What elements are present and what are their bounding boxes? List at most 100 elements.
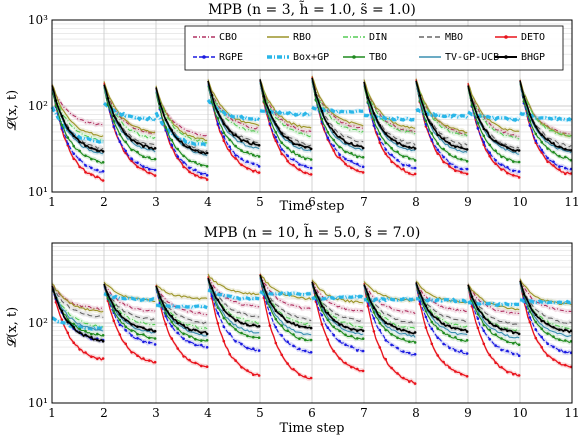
- confidence-band: [312, 279, 364, 324]
- legend-label: Box+GP: [293, 52, 329, 63]
- x-tick-label: 10: [512, 195, 527, 209]
- legend-label: DIN: [369, 32, 387, 43]
- data-point: [488, 151, 492, 154]
- y-axis-label: 𝓛(x, t): [5, 307, 20, 347]
- data-point: [246, 346, 249, 350]
- legend-item: TBO: [343, 52, 387, 63]
- data-point: [205, 174, 209, 177]
- x-tick-label: 11: [564, 195, 579, 209]
- x-tick-label: 1: [48, 195, 56, 209]
- confidence-band: [156, 302, 208, 311]
- series-line: [51, 288, 572, 331]
- series-line: [51, 276, 572, 332]
- confidence-band: [364, 283, 416, 340]
- confidence-band: [208, 78, 260, 132]
- x-tick-label: 10: [512, 406, 527, 420]
- legend-item: RGPE: [193, 52, 243, 63]
- confidence-band: [104, 279, 156, 304]
- series-line: [50, 98, 573, 147]
- series-line: [51, 81, 572, 167]
- series-line: [51, 274, 572, 385]
- y-tick-label: 10¹: [28, 185, 48, 199]
- series-bhgp: [51, 272, 573, 344]
- series-line: [51, 274, 572, 316]
- x-tick-label: 4: [204, 195, 212, 209]
- y-tick-label: 10¹: [28, 396, 48, 410]
- confidence-band: [520, 79, 572, 139]
- x-tick-label: 11: [564, 406, 579, 420]
- legend-item: CBO: [193, 32, 237, 43]
- legend-label: RGPE: [219, 52, 243, 63]
- series-line: [51, 79, 572, 144]
- series-line: [51, 274, 572, 342]
- data-point: [210, 294, 214, 298]
- x-tick-label: 3: [152, 195, 160, 209]
- series-din: [51, 77, 572, 146]
- y-tick-label: 10²: [28, 316, 48, 330]
- legend-label: BHGP: [521, 52, 545, 63]
- data-point: [234, 154, 237, 157]
- x-tick-label: 5: [256, 195, 264, 209]
- data-point: [482, 140, 486, 144]
- x-tick-label: 2: [100, 406, 108, 420]
- legend-label: RBO: [293, 32, 311, 43]
- series-rbo: [51, 73, 572, 143]
- y-tick-label: 10²: [28, 99, 48, 113]
- confidence-band: [208, 97, 260, 123]
- confidence-band: [52, 283, 104, 313]
- confidence-band: [364, 83, 416, 163]
- series-line: [51, 80, 572, 176]
- x-tick-label: 3: [152, 406, 160, 420]
- series-tbo: [51, 274, 573, 348]
- series-line: [51, 76, 572, 182]
- legend-label: CBO: [219, 32, 237, 43]
- data-point: [413, 166, 417, 170]
- x-tick-label: 7: [360, 195, 368, 209]
- data-point: [148, 167, 151, 171]
- x-axis-label: Time step: [280, 421, 345, 436]
- x-tick-label: 7: [360, 406, 368, 420]
- series-deto: [51, 271, 573, 387]
- data-point: [257, 349, 261, 352]
- x-tick-label: 8: [412, 195, 420, 209]
- series-rgpe: [51, 77, 573, 178]
- x-tick-label: 6: [308, 195, 316, 209]
- plot-frame: [51, 19, 573, 193]
- confidence-band: [104, 100, 156, 123]
- legend-label: TV-GP-UCB: [445, 52, 499, 63]
- legend-item: TV-GP-UCB: [419, 52, 499, 63]
- top-chart: 1 2 3 4 5 6 7 8 9 10 11 10¹ 10² 10³ MPB (n = 3, h̃ = 1…: [5, 0, 580, 214]
- series-line: [51, 79, 572, 157]
- legend-item: DETO: [495, 32, 545, 43]
- legend: CBO RBO DIN MBO DETO RGPE Box+GP TBO TV-GP-UCB BH…: [184, 25, 564, 71]
- legend-label: TBO: [369, 52, 387, 63]
- legend-item: MBO: [419, 32, 463, 43]
- series-cbo: [51, 272, 572, 318]
- x-tick-label: 4: [204, 406, 212, 420]
- data-point: [390, 153, 393, 157]
- confidence-band: [104, 81, 156, 136]
- y-tick-label: 10³: [28, 13, 48, 27]
- confidence-band: [208, 275, 260, 310]
- data-point: [338, 339, 341, 343]
- data-point: [136, 337, 139, 340]
- x-tick-label: 8: [412, 406, 420, 420]
- data-point: [465, 352, 469, 355]
- bottom-chart: 1 2 3 4 5 6 7 8 9 10 11 10¹ 10² MPB (n = 10, h̃ = 5.0…: [5, 223, 580, 436]
- x-tick-label: 5: [256, 406, 264, 420]
- legend-label: MBO: [445, 32, 463, 43]
- series-line: [51, 277, 572, 339]
- x-axis-label: Time step: [280, 199, 345, 214]
- chart-title: MPB (n = 10, h̃ = 5.0, s̃ = 7.0): [204, 223, 421, 241]
- x-tick-label: 6: [308, 406, 316, 420]
- plot-frame: [51, 242, 573, 404]
- legend-item: Box+GP: [267, 52, 329, 63]
- confidence-band: [104, 281, 156, 323]
- series-line: [51, 276, 572, 346]
- series-cbo: [51, 75, 572, 139]
- series-tbo: [51, 78, 573, 169]
- confidence-band: [156, 282, 208, 302]
- series-bhgp: [51, 75, 573, 157]
- x-tick-label: 1: [48, 406, 56, 420]
